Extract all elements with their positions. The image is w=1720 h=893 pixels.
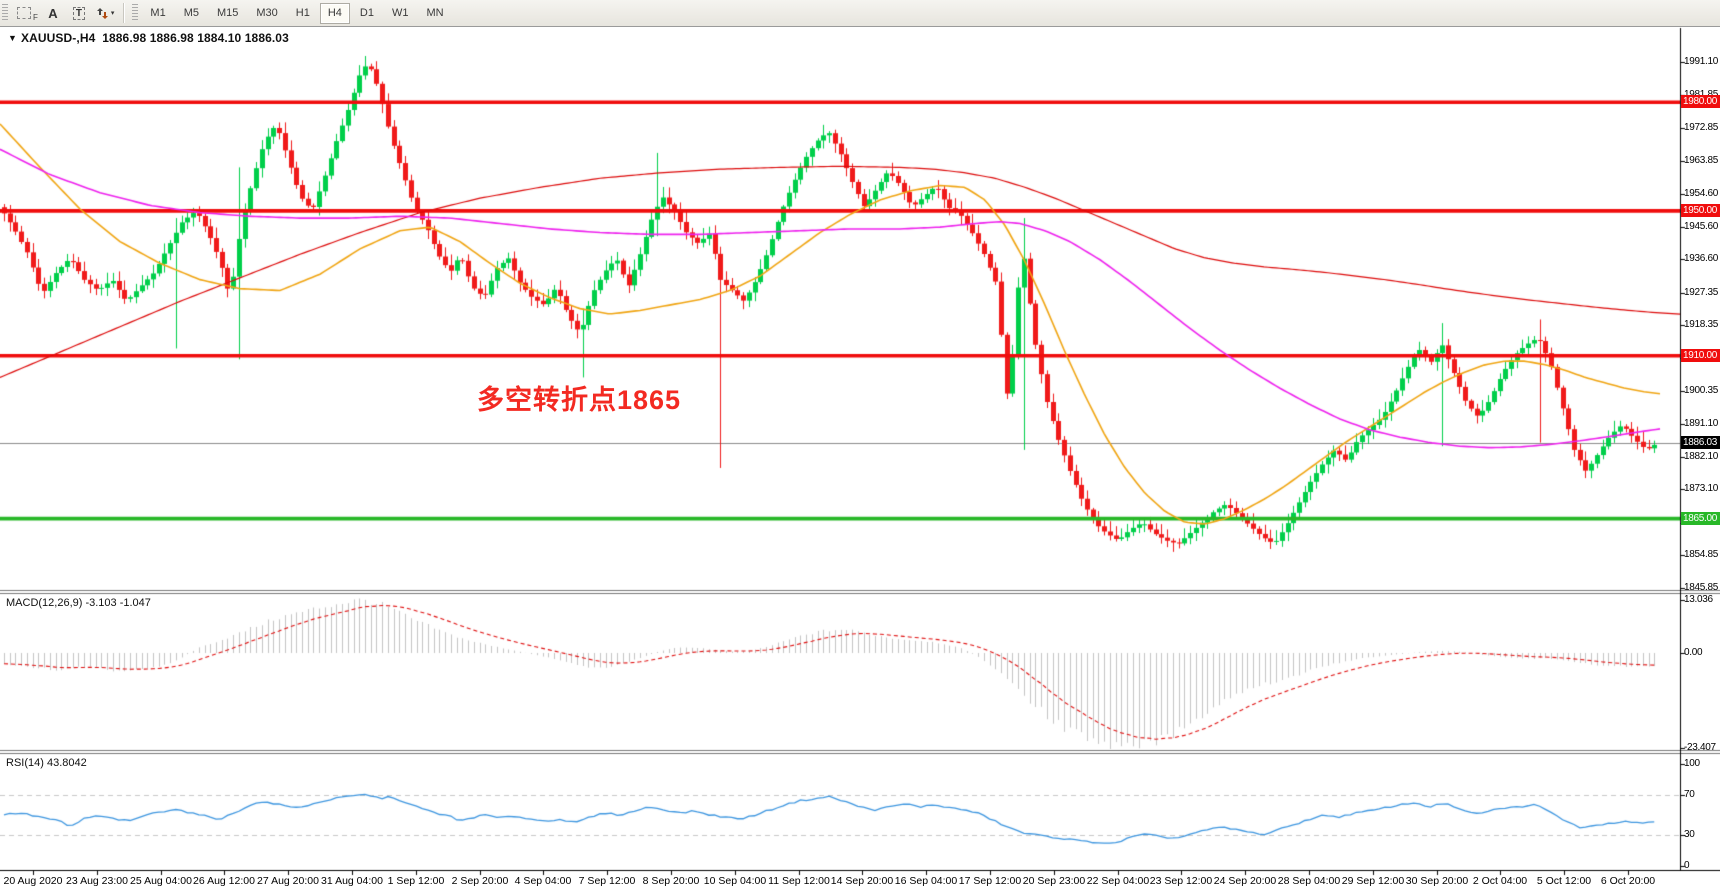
- time-tick-label: 25 Aug 04:00: [130, 875, 192, 887]
- time-tick-label: 2 Sep 20:00: [451, 875, 509, 887]
- price-tick-label: 1900.35: [1684, 385, 1719, 396]
- time-tick-label: 1 Sep 12:00: [387, 875, 445, 887]
- timeframe-toolbar-grip[interactable]: [132, 4, 139, 22]
- text-label-icon[interactable]: A: [41, 2, 65, 24]
- timeframe-button-w1[interactable]: W1: [384, 3, 417, 24]
- timeframe-toolbar: M1 M5 M15 M30 H1 H4 D1 W1 MN: [141, 2, 452, 24]
- time-tick-label: 14 Sep 20:00: [830, 875, 894, 887]
- dropdown-caret-icon: ▾: [110, 10, 115, 17]
- symbol-dropdown-icon[interactable]: ▼: [8, 33, 18, 43]
- rsi-tick-label: 70: [1684, 789, 1695, 800]
- level-price-label: 1950.00: [1681, 204, 1720, 217]
- text-box-icon[interactable]: T: [67, 2, 91, 24]
- price-tick-label: 1936.60: [1684, 253, 1719, 264]
- price-tick-label: 1927.35: [1684, 287, 1719, 298]
- macd-indicator-label: MACD(12,26,9) -3.103 -1.047: [6, 597, 151, 609]
- rsi-tick-label: 100: [1684, 758, 1700, 769]
- price-tick-label: 1945.60: [1684, 221, 1719, 232]
- current-price-label: 1886.03: [1681, 436, 1720, 449]
- tile-arrows-icon[interactable]: ▾: [93, 2, 118, 24]
- time-tick-label: 16 Sep 04:00: [894, 875, 958, 887]
- time-tick-label: 22 Sep 04:00: [1086, 875, 1150, 887]
- time-tick-label: 20 Aug 2020: [3, 875, 63, 887]
- timeframe-button-m5[interactable]: M5: [176, 3, 207, 24]
- price-tick-label: 1845.85: [1684, 582, 1719, 593]
- price-tick-label: 1991.10: [1684, 56, 1719, 67]
- rsi-tick-label: 0: [1684, 860, 1690, 871]
- time-tick-label: 30 Sep 20:00: [1405, 875, 1469, 887]
- timeframe-button-m15[interactable]: M15: [209, 3, 246, 24]
- price-tick-label: 1981.85: [1684, 89, 1720, 101]
- timeframe-button-h4[interactable]: H4: [319, 2, 350, 24]
- macd-tick-label: 0.00: [1684, 647, 1703, 658]
- timeframe-button-m30[interactable]: M30: [248, 3, 285, 24]
- price-tick-label: 1954.60: [1684, 188, 1719, 199]
- ohlc-values: 1886.98 1886.98 1884.10 1886.03: [102, 31, 289, 45]
- time-tick-label: 29 Sep 12:00: [1341, 875, 1405, 887]
- time-tick-label: 4 Sep 04:00: [514, 875, 572, 887]
- time-tick-label: 7 Sep 12:00: [578, 875, 636, 887]
- time-tick-label: 23 Sep 12:00: [1149, 875, 1213, 887]
- toolbar-f-label: F: [33, 12, 38, 22]
- price-tick-label: 1918.35: [1684, 319, 1719, 330]
- price-tick-label: 1854.85: [1684, 549, 1719, 560]
- price-tick-label: 1891.10: [1684, 418, 1719, 429]
- tile-arrows-glyph: [96, 7, 108, 19]
- chart-title-bar: ▼ XAUUSD-,H4 1886.98 1886.98 1884.10 1886…: [8, 31, 289, 45]
- price-tick-label: 1963.85: [1684, 155, 1719, 166]
- level-price-label: 1910.00: [1681, 349, 1720, 362]
- rsi-indicator-label: RSI(14) 43.8042: [6, 757, 87, 769]
- timeframe-button-h1[interactable]: H1: [288, 3, 318, 24]
- time-tick-label: 2 Oct 04:00: [1472, 875, 1528, 887]
- main-toolbar: F A T ▾ M1 M5 M15 M30 H1 H4 D1 W1 MN: [0, 0, 1720, 27]
- price-tick-label: 1972.85: [1684, 122, 1719, 133]
- toolbar-grip[interactable]: [2, 4, 8, 22]
- level-price-label: 1980.00: [1681, 95, 1720, 108]
- toolbar-separator: [123, 3, 126, 23]
- level-price-label: 1865.00: [1681, 512, 1720, 525]
- time-tick-label: 26 Aug 12:00: [193, 875, 255, 887]
- time-tick-label: 31 Aug 04:00: [321, 875, 383, 887]
- timeframe-button-d1[interactable]: D1: [352, 3, 382, 24]
- dotted-cell-glyph: [17, 7, 31, 19]
- macd-tick-label: 13.036: [1684, 594, 1713, 605]
- time-tick-label: 11 Sep 12:00: [768, 875, 830, 887]
- dotted-cell-icon[interactable]: [12, 2, 36, 24]
- time-tick-label: 6 Oct 20:00: [1600, 875, 1656, 887]
- symbol-period-label: XAUUSD-,H4: [21, 31, 96, 45]
- time-tick-label: 27 Aug 20:00: [257, 875, 319, 887]
- annotation-text: 多空转折点1865: [477, 385, 682, 415]
- timeframe-button-m1[interactable]: M1: [142, 3, 173, 24]
- time-tick-label: 23 Aug 23:00: [66, 875, 128, 887]
- rsi-tick-label: 30: [1684, 829, 1695, 840]
- time-tick-label: 10 Sep 04:00: [703, 875, 767, 887]
- time-tick-label: 20 Sep 23:00: [1022, 875, 1086, 887]
- time-tick-label: 8 Sep 20:00: [642, 875, 700, 887]
- time-tick-label: 17 Sep 12:00: [958, 875, 1022, 887]
- time-tick-label: 5 Oct 12:00: [1536, 875, 1592, 887]
- price-tick-label: 1882.10: [1684, 451, 1719, 462]
- time-tick-label: 28 Sep 04:00: [1277, 875, 1341, 887]
- price-tick-label: 1873.10: [1684, 483, 1719, 494]
- macd-tick-label: -23.407: [1684, 742, 1716, 753]
- timeframe-button-mn[interactable]: MN: [418, 3, 451, 24]
- time-tick-label: 24 Sep 20:00: [1213, 875, 1277, 887]
